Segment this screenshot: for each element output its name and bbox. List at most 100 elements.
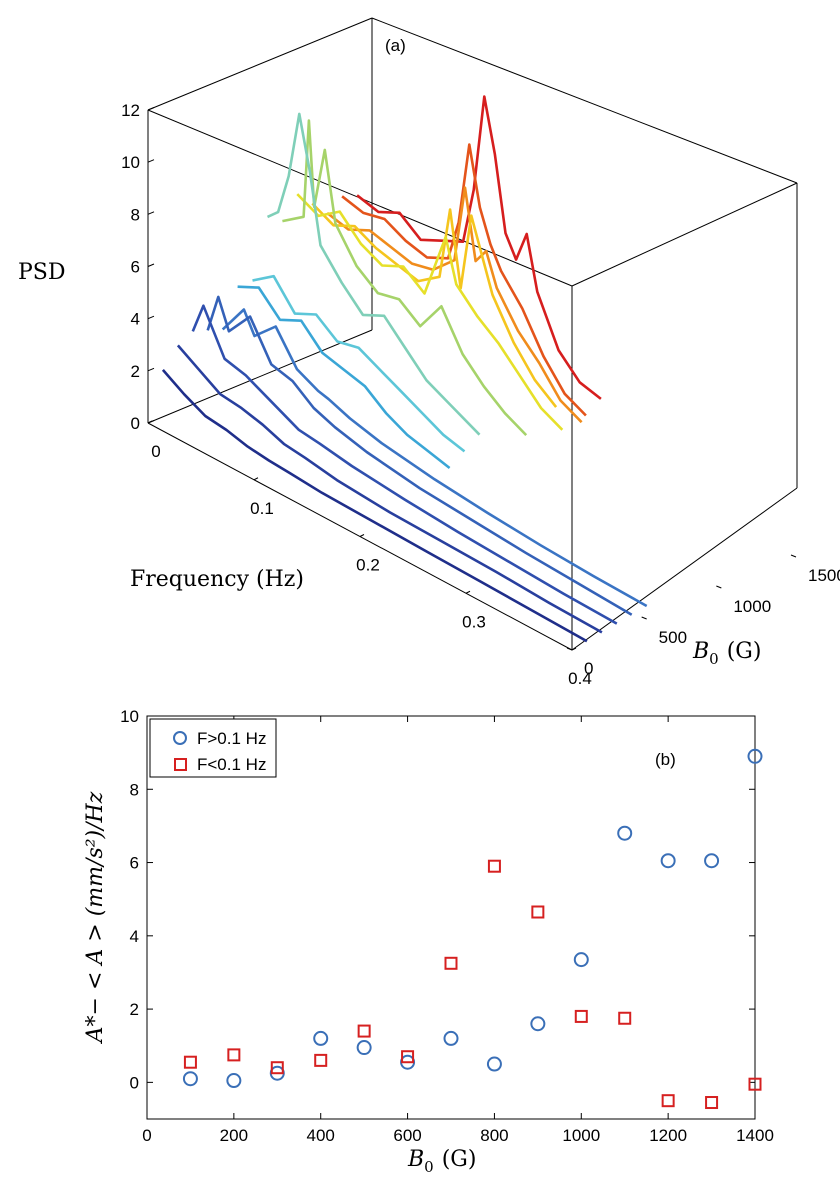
z-tick — [147, 159, 155, 163]
z-tick-label: 0 — [131, 414, 140, 433]
y-tick — [566, 647, 573, 651]
psd-curve-b0-600 — [237, 285, 451, 470]
point-high-freq — [356, 1040, 372, 1056]
panel-b-xlabel-unit: (G) — [442, 1147, 477, 1172]
point-low-freq — [314, 1053, 328, 1067]
psd-curve-b0-400 — [206, 295, 633, 616]
psd-curve-b0-900 — [282, 119, 528, 437]
panel-b-label: (b) — [655, 750, 676, 769]
panel-a-ylabel-symbol: B — [692, 639, 709, 664]
panel-a-zlabel: PSD — [18, 260, 66, 285]
panel-a-ylabel-unit: (G) — [727, 639, 762, 664]
y-tick — [790, 554, 797, 558]
x-tick — [147, 420, 153, 424]
point-high-freq — [530, 1016, 546, 1032]
y-tick-label: 1500 — [808, 566, 840, 585]
y-tick-label: 8 — [130, 780, 139, 799]
z-tick — [147, 315, 155, 320]
point-high-freq — [660, 853, 676, 869]
y-tick-label: 10 — [120, 707, 139, 726]
point-low-freq — [183, 1055, 197, 1069]
x-tick-label: 600 — [393, 1126, 421, 1145]
z-tick-label: 10 — [121, 153, 140, 172]
z-tick-label: 4 — [131, 310, 140, 329]
y-tick-label: 2 — [130, 1000, 139, 1019]
point-high-freq — [704, 853, 720, 869]
y-tick-label: 6 — [130, 854, 139, 873]
point-high-freq — [486, 1056, 502, 1072]
panel-a-box — [147, 17, 798, 651]
point-low-freq — [444, 956, 458, 970]
x-tick-label: 800 — [480, 1126, 508, 1145]
psd-curve-b0-1200 — [326, 186, 583, 424]
psd-curve-b0-1100 — [311, 202, 558, 408]
x-tick-label: 1000 — [562, 1126, 600, 1145]
psd-curve-b0-1300 — [341, 143, 587, 417]
x-tick-label: 0 — [142, 1126, 151, 1145]
point-high-freq — [182, 1071, 198, 1087]
x-tick-label: 0.2 — [356, 556, 380, 575]
point-low-freq — [227, 1048, 241, 1062]
panel-b-xlabel: B0 (G) — [407, 1147, 476, 1176]
psd-curve-b0-1400 — [356, 95, 602, 400]
panel-b-ylabel: A*− < A > (mm/s²)/Hz — [83, 791, 108, 1044]
x-tick-label: 0.1 — [250, 499, 274, 518]
point-low-freq — [705, 1096, 719, 1110]
point-high-freq — [443, 1030, 459, 1046]
z-tick-label: 12 — [121, 101, 140, 120]
y-tick-label: 4 — [130, 927, 139, 946]
point-high-freq — [617, 825, 633, 841]
x-tick — [253, 477, 259, 481]
panel-b-axes-box — [146, 715, 756, 1120]
panel-a-ylabel: B0 (G) — [692, 639, 761, 668]
legend-square-marker — [174, 758, 187, 771]
point-low-freq — [401, 1050, 415, 1064]
x-tick-label: 0 — [151, 442, 160, 461]
y-tick-label: 0 — [130, 1073, 139, 1092]
point-low-freq — [618, 1011, 632, 1025]
y-tick-label: 500 — [659, 628, 687, 647]
point-high-freq — [226, 1073, 242, 1089]
psd-curve-b0-200 — [176, 344, 603, 634]
y-tick-label: 0 — [584, 659, 593, 678]
y-tick — [641, 616, 647, 620]
panel-a-series — [161, 95, 648, 643]
legend-label-high: F>0.1 Hz — [197, 729, 266, 748]
point-high-freq — [573, 952, 589, 968]
x-tick-label: 1400 — [736, 1126, 774, 1145]
panel-a-xlabel: Frequency (Hz) — [130, 567, 304, 592]
panel-b-ticks: 0 200 400 600 800 1000 1200 1400 0 2 4 6 8 10 — [120, 707, 774, 1145]
z-tick-label: 2 — [131, 362, 140, 381]
psd-curve-b0-1000 — [296, 193, 564, 431]
point-high-freq — [747, 748, 763, 764]
panel-b-xlabel-symbol: B — [407, 1147, 424, 1172]
point-low-freq — [487, 859, 501, 873]
legend-circle-marker — [173, 731, 187, 745]
panel-b: 0 200 400 600 800 1000 1200 1400 0 2 4 6 8 10 (b) F>0… — [83, 707, 774, 1176]
point-low-freq — [357, 1024, 371, 1038]
point-low-freq — [574, 1009, 588, 1023]
z-tick — [147, 263, 155, 267]
x-tick-label: 0.4 — [568, 669, 592, 688]
z-tick-label: 6 — [131, 258, 140, 277]
panel-b-points — [182, 748, 763, 1110]
x-tick — [465, 590, 471, 594]
x-tick-label: 0.3 — [462, 612, 486, 631]
psd-curve-b0-300 — [191, 304, 618, 625]
z-tick-label: 8 — [131, 205, 140, 224]
point-low-freq — [748, 1077, 762, 1091]
y-tick — [716, 585, 722, 589]
point-low-freq — [661, 1094, 675, 1108]
panel-b-legend: F>0.1 Hz F<0.1 Hz — [149, 718, 277, 778]
x-tick-label: 1200 — [649, 1126, 687, 1145]
z-tick — [147, 211, 155, 215]
panel-a-ylabel-subscript: 0 — [709, 650, 719, 668]
psd-curve-b0-700 — [252, 274, 466, 453]
psd-curve-b0-800 — [266, 112, 481, 436]
panel-a-label: (a) — [385, 36, 406, 55]
panel-b-xlabel-subscript: 0 — [424, 1158, 434, 1176]
point-low-freq — [270, 1061, 284, 1075]
